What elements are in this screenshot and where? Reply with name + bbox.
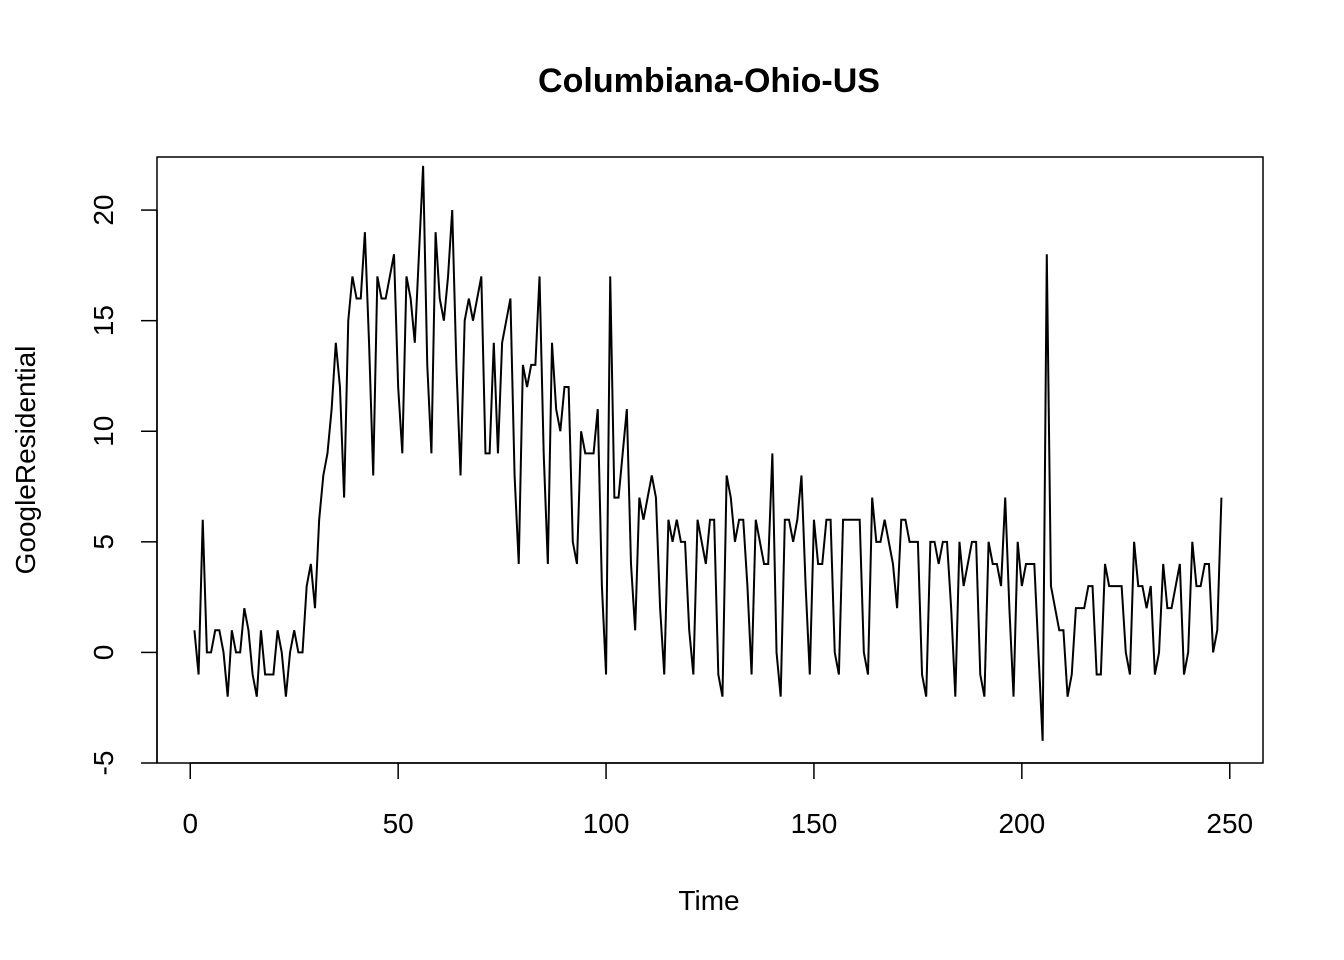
x-tick-label: 50	[383, 808, 414, 839]
x-axis-label: Time	[678, 885, 739, 916]
chart-title: Columbiana-Ohio-US	[538, 62, 880, 100]
x-axis: 0 50 100 150 200 250	[182, 762, 1253, 839]
y-tick-label: 15	[88, 305, 119, 336]
y-axis: -5 0 5 10 15 20	[88, 195, 158, 776]
x-tick-label: 200	[998, 808, 1045, 839]
y-tick-label: 20	[88, 195, 119, 226]
y-tick-label: 10	[88, 416, 119, 447]
x-tick-label: 250	[1206, 808, 1253, 839]
y-tick-label: -5	[88, 751, 119, 776]
y-tick-label: 5	[88, 534, 119, 550]
series-layer	[193, 165, 1223, 741]
x-tick-label: 150	[791, 808, 838, 839]
y-axis-label: GoogleResidential	[10, 346, 41, 575]
x-tick-label: 100	[583, 808, 630, 839]
x-tick-label: 0	[182, 808, 198, 839]
y-tick-label: 0	[88, 645, 119, 661]
series-line	[193, 165, 1223, 741]
